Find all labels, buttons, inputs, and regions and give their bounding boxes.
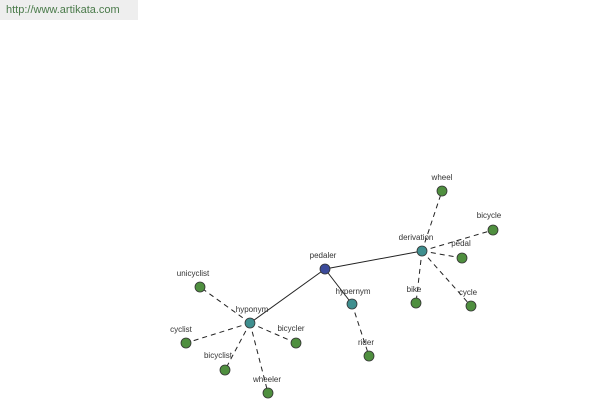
node xyxy=(346,298,358,310)
node xyxy=(487,224,499,236)
header: http://www.artikata.com xyxy=(0,0,138,20)
node xyxy=(319,263,331,275)
edge xyxy=(324,268,353,305)
header-url[interactable]: http://www.artikata.com xyxy=(6,4,120,16)
node-label: pedaler xyxy=(310,251,337,260)
node xyxy=(465,300,477,312)
node-label: cycle xyxy=(459,288,478,297)
edge xyxy=(421,190,443,252)
edge xyxy=(421,250,463,259)
edge xyxy=(351,303,370,357)
node xyxy=(194,281,206,293)
node xyxy=(363,350,375,362)
node xyxy=(219,364,231,376)
edge xyxy=(415,250,423,304)
node-label: pedal xyxy=(451,239,471,248)
edge xyxy=(249,268,326,324)
node-label: derivation xyxy=(399,233,434,242)
node-label: hypernym xyxy=(335,287,370,296)
node-label: bicycler xyxy=(277,324,304,333)
node xyxy=(244,317,256,329)
node-label: wheeler xyxy=(252,375,281,384)
node xyxy=(416,245,428,257)
node-label: cyclist xyxy=(170,325,193,334)
node xyxy=(410,297,422,309)
node xyxy=(456,252,468,264)
node-label: bike xyxy=(407,285,422,294)
node-label: bicycle xyxy=(477,211,502,220)
edge xyxy=(249,322,269,394)
node-label: wheel xyxy=(431,173,453,182)
node-label: hyponym xyxy=(236,305,269,314)
node xyxy=(290,337,302,349)
edge xyxy=(324,250,423,270)
edge xyxy=(199,286,251,324)
node-label: bicyclist xyxy=(204,351,233,360)
edge xyxy=(421,250,472,307)
edge xyxy=(185,322,251,344)
edge xyxy=(421,229,494,252)
node xyxy=(436,185,448,197)
node xyxy=(180,337,192,349)
node-label: rider xyxy=(358,338,374,347)
node xyxy=(262,387,274,399)
node-label: unicyclist xyxy=(177,269,210,278)
